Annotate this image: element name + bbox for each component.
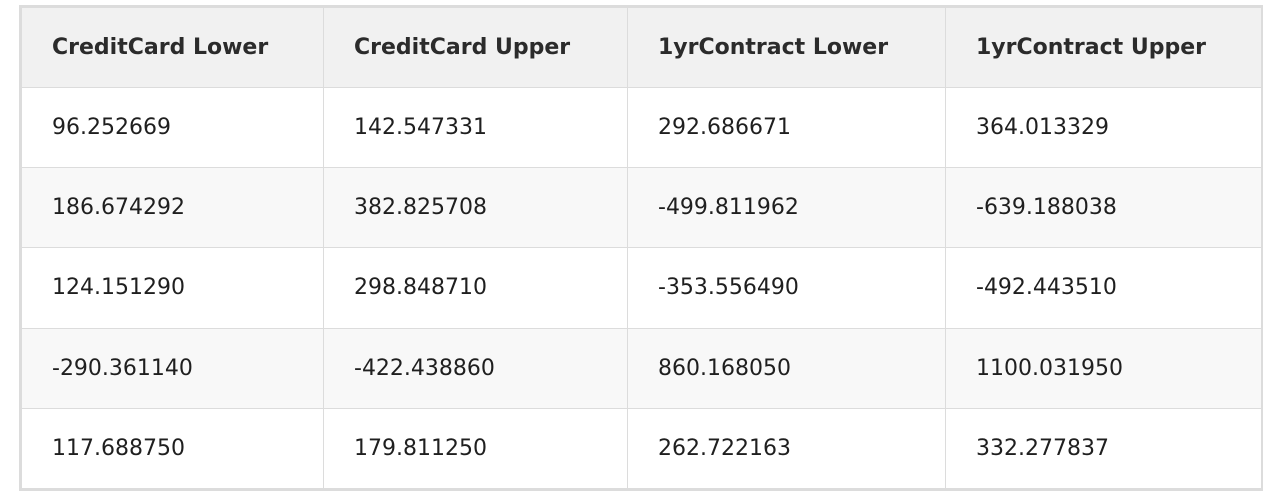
table-row: -290.361140 -422.438860 860.168050 1100.… <box>21 327 1262 409</box>
header-1yrcontract-lower: 1yrContract Lower <box>627 7 946 88</box>
table-cell: 124.151290 <box>21 247 324 329</box>
table-cell: 382.825708 <box>323 167 628 249</box>
table-cell: 96.252669 <box>21 86 324 169</box>
table-cell: 117.688750 <box>21 407 324 490</box>
interval-table: CreditCard Lower CreditCard Upper 1yrCon… <box>21 7 1262 490</box>
table-body: 96.252669 142.547331 292.686671 364.0133… <box>21 86 1262 490</box>
header-creditcard-lower: CreditCard Lower <box>21 7 324 88</box>
table-cell: -353.556490 <box>627 247 946 329</box>
table-row: 96.252669 142.547331 292.686671 364.0133… <box>21 86 1262 169</box>
data-table-container: CreditCard Lower CreditCard Upper 1yrCon… <box>19 5 1263 491</box>
table-cell: -499.811962 <box>627 167 946 249</box>
table-row: 124.151290 298.848710 -353.556490 -492.4… <box>21 247 1262 329</box>
table-cell: 860.168050 <box>627 327 946 409</box>
table-cell: 1100.031950 <box>945 327 1262 409</box>
table-cell: 298.848710 <box>323 247 628 329</box>
table-cell: 179.811250 <box>323 407 628 490</box>
table-row: 186.674292 382.825708 -499.811962 -639.1… <box>21 167 1262 249</box>
table-cell: 142.547331 <box>323 86 628 169</box>
header-creditcard-upper: CreditCard Upper <box>323 7 628 88</box>
header-row: CreditCard Lower CreditCard Upper 1yrCon… <box>21 7 1262 88</box>
table-cell: -290.361140 <box>21 327 324 409</box>
table-cell: -492.443510 <box>945 247 1262 329</box>
table-cell: 332.277837 <box>945 407 1262 490</box>
header-1yrcontract-upper: 1yrContract Upper <box>945 7 1262 88</box>
table-row: 117.688750 179.811250 262.722163 332.277… <box>21 407 1262 490</box>
table-cell: 364.013329 <box>945 86 1262 169</box>
table-cell: 262.722163 <box>627 407 946 490</box>
table-cell: -422.438860 <box>323 327 628 409</box>
table-cell: -639.188038 <box>945 167 1262 249</box>
table-header: CreditCard Lower CreditCard Upper 1yrCon… <box>21 7 1262 88</box>
table-cell: 186.674292 <box>21 167 324 249</box>
table-cell: 292.686671 <box>627 86 946 169</box>
